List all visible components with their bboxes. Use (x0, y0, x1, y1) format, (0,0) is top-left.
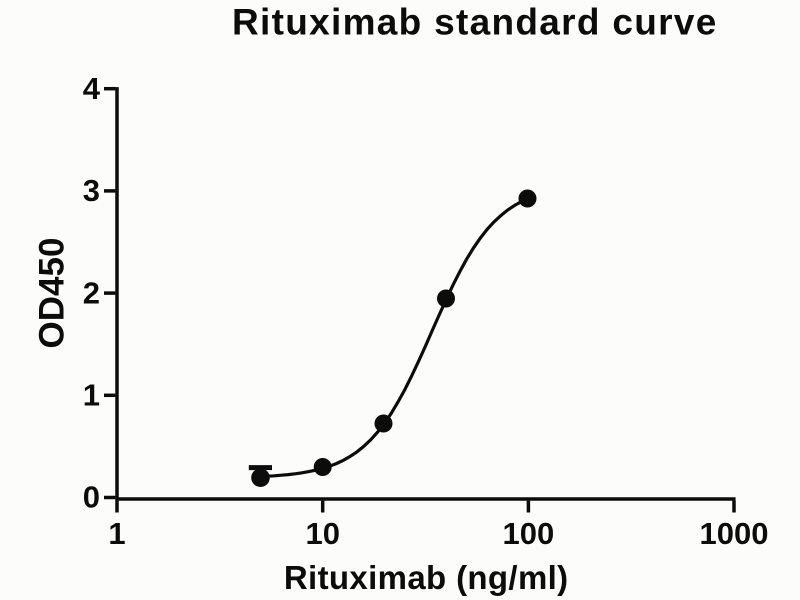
svg-text:Rituximab (ng/ml): Rituximab (ng/ml) (284, 559, 569, 596)
svg-text:1000: 1000 (700, 516, 769, 551)
svg-text:0: 0 (83, 480, 100, 515)
svg-text:OD450: OD450 (33, 238, 72, 349)
svg-text:1: 1 (83, 378, 100, 413)
svg-text:10: 10 (305, 516, 339, 551)
svg-text:Rituximab standard curve: Rituximab standard curve (232, 2, 718, 43)
svg-text:4: 4 (83, 71, 101, 106)
svg-text:3: 3 (83, 173, 100, 208)
svg-text:1: 1 (108, 516, 125, 551)
svg-text:2: 2 (83, 275, 100, 310)
svg-text:100: 100 (503, 516, 555, 551)
